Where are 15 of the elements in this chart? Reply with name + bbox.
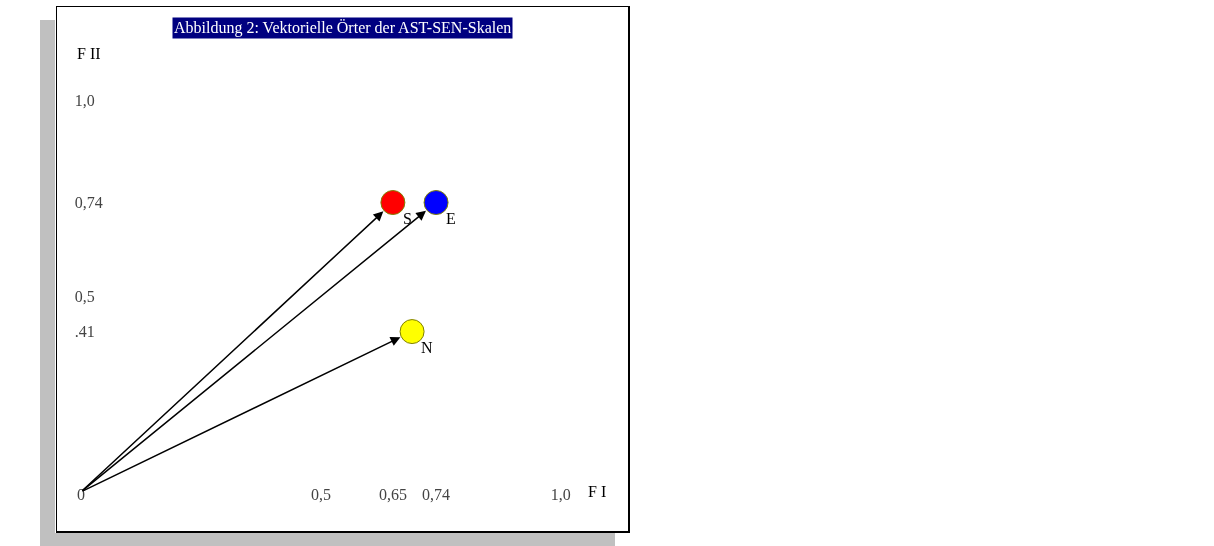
x-tick-label: 1,0 (550, 486, 571, 503)
annotation: N (421, 339, 433, 356)
x-tick-label: 0 (76, 486, 85, 503)
y-axis-title: F II (77, 45, 101, 62)
y-tick-label: 1,0 (74, 92, 95, 110)
text: Abbildung 2: Vektorielle Örter der AST-SEN-Skalen (174, 19, 512, 37)
x-tick-label: 0,74 (422, 486, 451, 503)
x-tick-label: 0,65 (378, 486, 407, 503)
y-tick-label: 0,5 (74, 287, 95, 305)
x-axis-title: F I (588, 483, 607, 500)
x-tick-label: 0,5 (310, 486, 331, 503)
annotation: S (403, 210, 412, 227)
annotation: E (446, 210, 456, 227)
y-tick-label: .41 (74, 323, 95, 341)
y-tick-label: 0,74 (74, 194, 103, 212)
